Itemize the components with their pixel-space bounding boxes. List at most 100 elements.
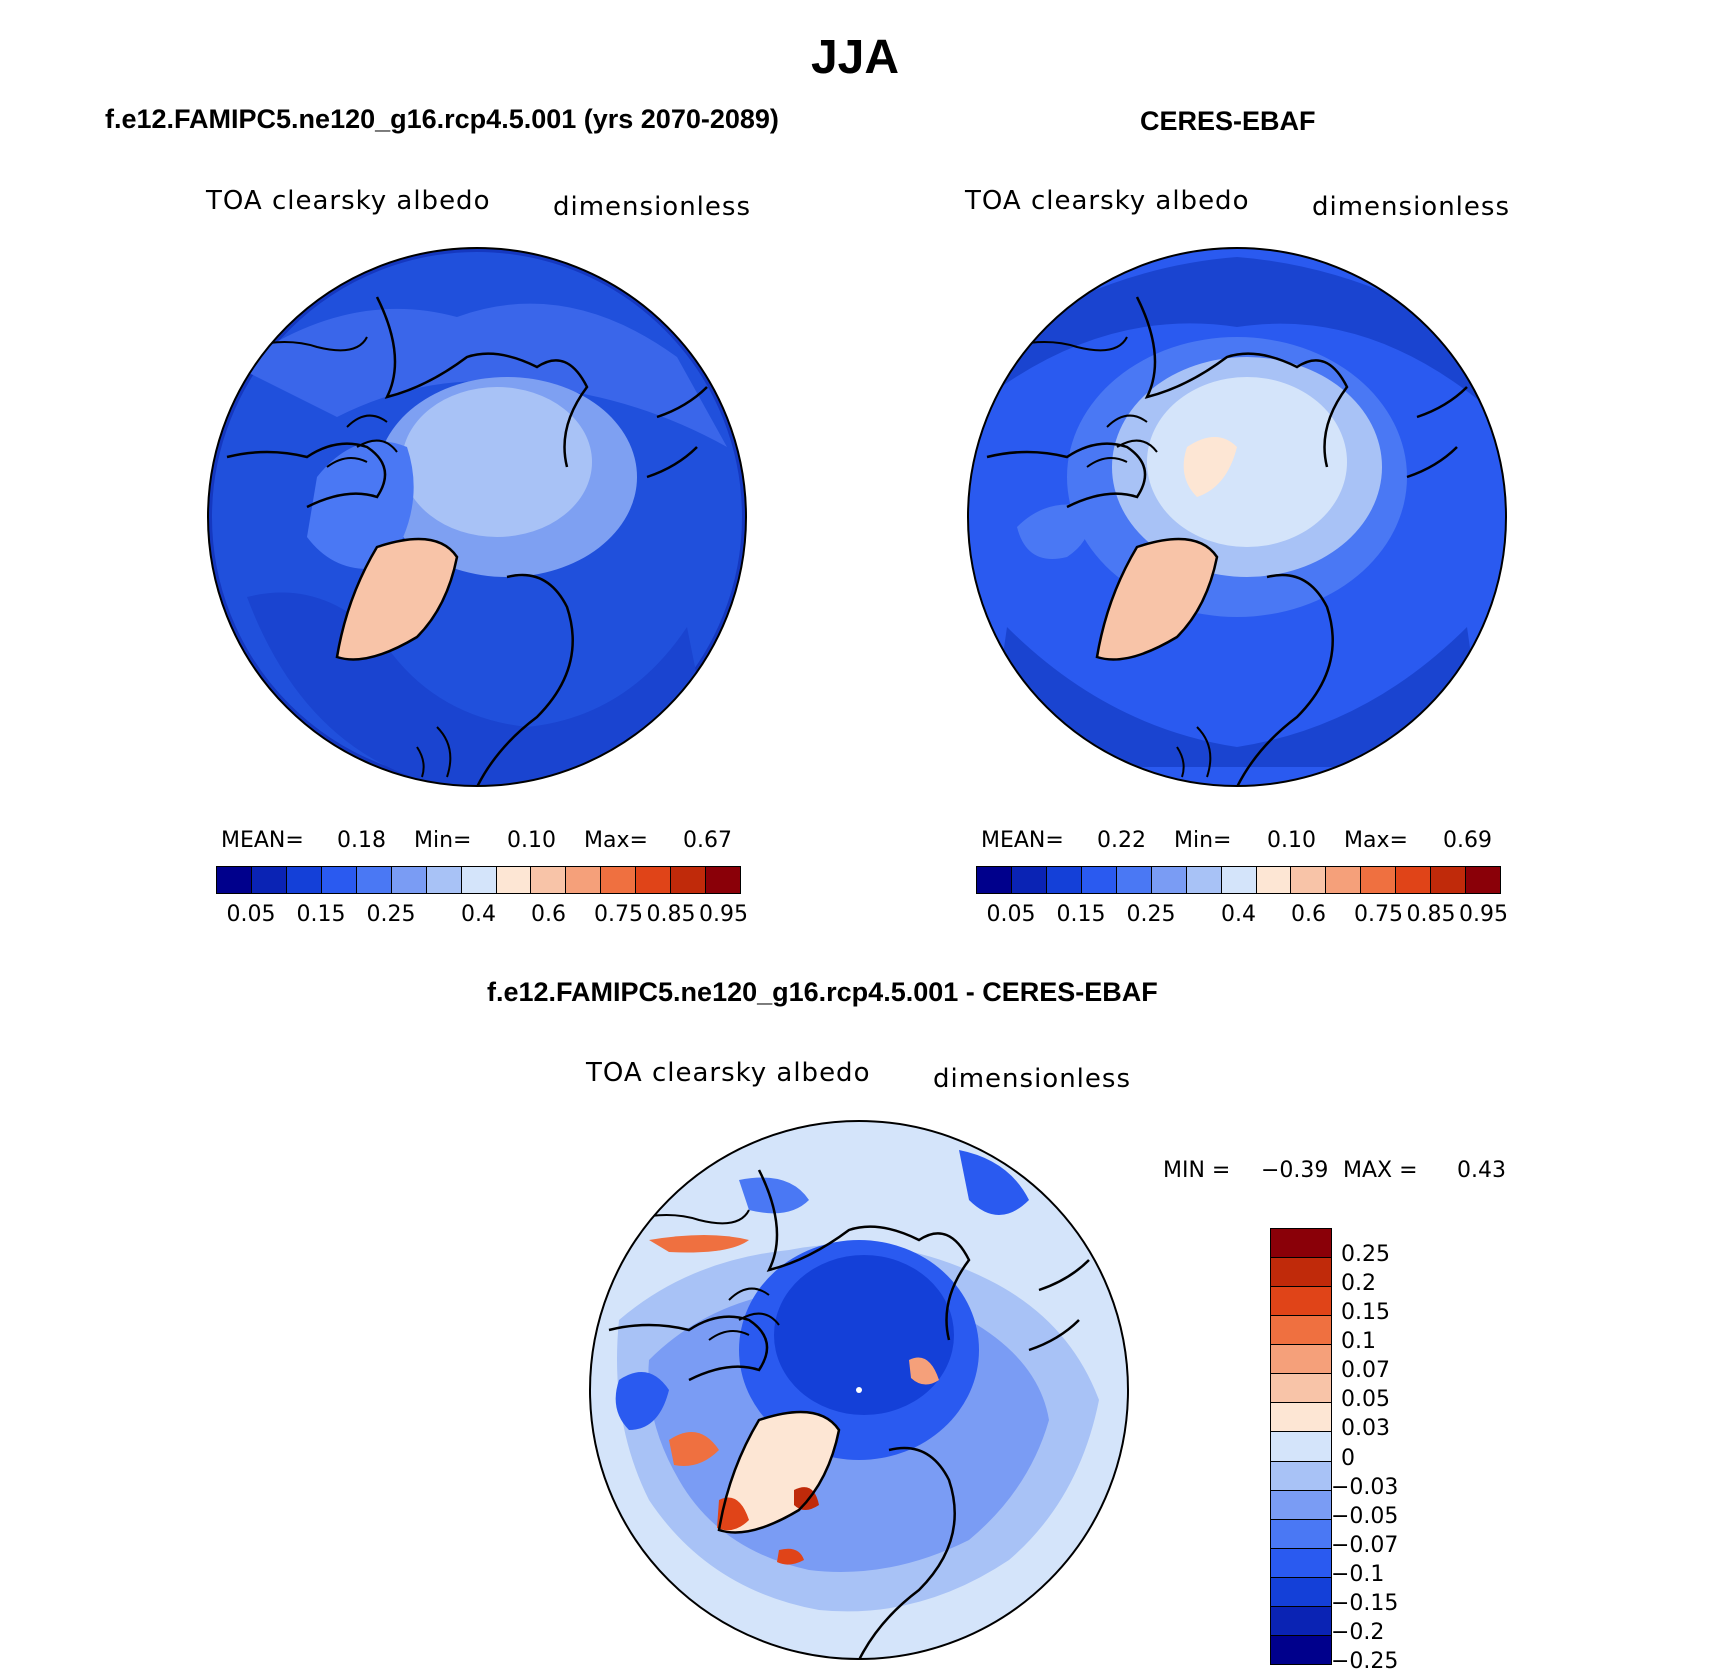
colorbar-swatch <box>1186 867 1222 893</box>
colorbar-tick-label: 0 <box>1341 1445 1355 1471</box>
obs-max-label: Max= <box>1344 828 1408 853</box>
model-polar-map <box>207 247 747 787</box>
colorbar-swatch <box>566 867 602 893</box>
colorbar-swatch <box>1326 867 1362 893</box>
colorbar-swatch <box>1271 1432 1331 1462</box>
colorbar-swatch <box>1081 867 1117 893</box>
colorbar-tick-label: −0.15 <box>1331 1591 1399 1617</box>
diff-min-value: −0.39 <box>1261 1158 1329 1183</box>
obs-mean-value: 0.22 <box>1097 828 1146 853</box>
colorbar-tick-label: 0.75 <box>594 902 643 927</box>
colorbar-swatch <box>1271 1606 1331 1636</box>
colorbar-swatch <box>1271 1258 1331 1288</box>
colorbar-swatch <box>1271 1374 1331 1404</box>
colorbar-swatch <box>1256 867 1292 893</box>
model-max-value: 0.67 <box>683 828 732 853</box>
colorbar-tick-label: 0.2 <box>1341 1270 1376 1296</box>
colorbar-tick-label: −0.05 <box>1331 1503 1399 1529</box>
colorbar-swatch <box>1271 1548 1331 1578</box>
colorbar-swatch <box>1431 867 1467 893</box>
colorbar-tick-label: 0.6 <box>1291 902 1326 927</box>
obs-mean-label: MEAN= <box>981 828 1064 853</box>
obs-min-value: 0.10 <box>1267 828 1316 853</box>
colorbar-swatch <box>1151 867 1187 893</box>
obs-colorbar <box>976 866 1501 894</box>
obs-case-title: CERES-EBAF <box>1140 106 1316 136</box>
colorbar-tick-label: 0.95 <box>699 902 748 927</box>
colorbar-swatch <box>977 867 1012 893</box>
model-min-label: Min= <box>414 828 472 853</box>
colorbar-swatch <box>1271 1403 1331 1433</box>
colorbar-swatch <box>461 867 497 893</box>
colorbar-swatch <box>496 867 532 893</box>
colorbar-swatch <box>286 867 322 893</box>
colorbar-swatch <box>1046 867 1082 893</box>
colorbar-swatch <box>1271 1577 1331 1607</box>
colorbar-tick-label: 0.4 <box>1221 902 1256 927</box>
colorbar-swatch <box>636 867 672 893</box>
obs-units-label: dimensionless <box>1312 192 1510 222</box>
diff-colorbar <box>1270 1228 1332 1665</box>
obs-min-label: Min= <box>1174 828 1232 853</box>
colorbar-tick-label: 0.95 <box>1459 902 1508 927</box>
colorbar-tick-label: 0.25 <box>1341 1241 1390 1267</box>
colorbar-swatch <box>251 867 287 893</box>
colorbar-tick-label: 0.05 <box>226 902 276 927</box>
colorbar-swatch <box>601 867 637 893</box>
colorbar-swatch <box>356 867 392 893</box>
colorbar-swatch <box>1271 1461 1331 1491</box>
colorbar-tick-label: 0.25 <box>1126 902 1176 927</box>
colorbar-tick-label: 0.15 <box>1056 902 1106 927</box>
colorbar-swatch <box>391 867 427 893</box>
colorbar-swatch <box>1271 1229 1331 1259</box>
obs-variable-label: TOA clearsky albedo <box>965 186 1250 216</box>
model-colorbar <box>216 866 741 894</box>
obs-polar-map <box>967 247 1507 787</box>
colorbar-tick-label: −0.07 <box>1331 1532 1399 1558</box>
colorbar-swatch <box>1271 1490 1331 1520</box>
colorbar-swatch <box>426 867 462 893</box>
colorbar-tick-label: 0.1 <box>1341 1328 1376 1354</box>
colorbar-tick-label: 0.07 <box>1341 1358 1390 1384</box>
colorbar-tick-label: −0.2 <box>1331 1620 1385 1646</box>
colorbar-swatch <box>1291 867 1327 893</box>
model-case-title: f.e12.FAMIPC5.ne120_g16.rcp4.5.001 (yrs … <box>105 104 779 134</box>
colorbar-tick-label: 0.15 <box>1341 1299 1390 1325</box>
colorbar-tick-label: 0.15 <box>296 902 346 927</box>
colorbar-tick-label: 0.6 <box>531 902 566 927</box>
colorbar-tick-label: −0.25 <box>1331 1649 1399 1674</box>
colorbar-swatch <box>1271 1316 1331 1346</box>
colorbar-tick-label: 0.05 <box>1341 1387 1390 1413</box>
colorbar-tick-label: 0.4 <box>461 902 496 927</box>
model-units-label: dimensionless <box>553 192 751 222</box>
colorbar-swatch <box>217 867 252 893</box>
colorbar-tick-label: 0.85 <box>1406 902 1456 927</box>
colorbar-swatch <box>1466 867 1501 893</box>
colorbar-swatch <box>671 867 707 893</box>
diff-units-label: dimensionless <box>933 1064 1131 1094</box>
diff-polar-map <box>589 1120 1129 1660</box>
colorbar-tick-label: −0.03 <box>1331 1474 1399 1500</box>
colorbar-swatch <box>1116 867 1152 893</box>
diff-max-value: 0.43 <box>1457 1158 1506 1183</box>
colorbar-swatch <box>1271 1635 1331 1664</box>
model-variable-label: TOA clearsky albedo <box>206 186 491 216</box>
colorbar-swatch <box>1221 867 1257 893</box>
page-title: JJA <box>810 31 900 84</box>
colorbar-swatch <box>531 867 567 893</box>
colorbar-swatch <box>1361 867 1397 893</box>
colorbar-tick-label: 0.03 <box>1341 1416 1390 1442</box>
model-mean-value: 0.18 <box>337 828 386 853</box>
diff-case-title: f.e12.FAMIPC5.ne120_g16.rcp4.5.001 - CER… <box>487 977 1158 1007</box>
model-min-value: 0.10 <box>507 828 556 853</box>
model-mean-label: MEAN= <box>221 828 304 853</box>
diff-max-label: MAX = <box>1343 1158 1418 1183</box>
colorbar-tick-label: −0.1 <box>1331 1562 1385 1588</box>
colorbar-swatch <box>1271 1345 1331 1375</box>
diff-variable-label: TOA clearsky albedo <box>586 1058 871 1088</box>
colorbar-swatch <box>321 867 357 893</box>
diff-min-label: MIN = <box>1163 1158 1231 1183</box>
colorbar-swatch <box>1396 867 1432 893</box>
colorbar-tick-label: 0.25 <box>366 902 416 927</box>
colorbar-tick-label: 0.75 <box>1354 902 1403 927</box>
